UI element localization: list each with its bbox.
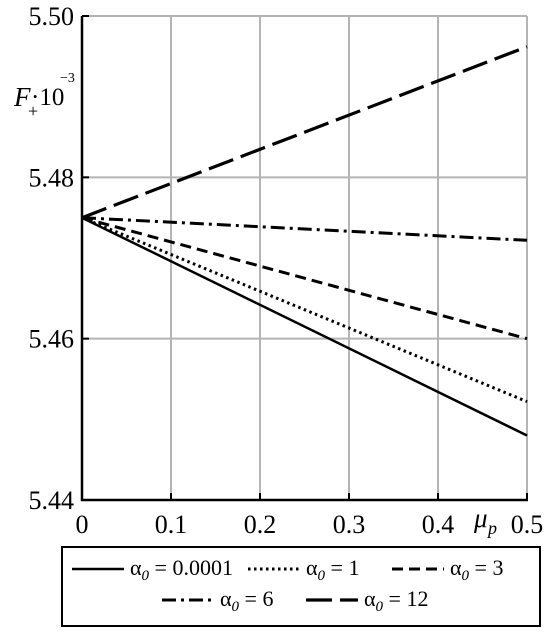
x-tick-label: 0.3: [333, 510, 366, 539]
legend-label: α0 = 12: [364, 586, 428, 615]
axes: [80, 15, 528, 502]
legend-label: α0 = 1: [306, 555, 359, 584]
series-line-3: [81, 216, 528, 341]
legend-label: α0 = 0.0001: [130, 555, 233, 584]
grid: [82, 15, 528, 500]
x-tick-label: 0.1: [155, 510, 188, 539]
y-tick-label: 5.50: [29, 2, 75, 31]
x-axis-label: μ: [473, 503, 488, 533]
series-line-2: [81, 216, 528, 403]
y-tick-label: 5.46: [29, 325, 75, 354]
legend-item-4: α0 = 6: [162, 586, 273, 615]
y-axis-label-multiplier: ·10: [31, 84, 64, 111]
series-line-4: [81, 216, 528, 242]
legend-box: [61, 546, 541, 627]
series-line-1: [81, 216, 528, 437]
series-line-5: [81, 45, 528, 220]
legend-label: α0 = 6: [220, 586, 273, 615]
legend-item-2: α0 = 1: [248, 555, 359, 584]
series-lines: [81, 45, 528, 437]
legend: α0 = 0.0001 α0 = 1 α0 = 3 α0 = 6 α0 = 12: [61, 546, 541, 627]
y-tick-label: 5.48: [29, 163, 75, 192]
legend-item-3: α0 = 3: [392, 555, 503, 584]
tick-labels: 5.44 5.46 5.48 5.50 0 0.1 0.2 0.3 0.4 0.5: [29, 2, 544, 539]
y-axis-label-main: F: [13, 82, 31, 112]
x-tick-label: 0.4: [422, 510, 455, 539]
x-tick-label: 0: [76, 510, 89, 539]
x-tick-label: 0.2: [244, 510, 277, 539]
y-axis-label-exponent: −3: [60, 71, 75, 86]
x-axis-label-sub: p: [486, 518, 497, 538]
y-axis-label-sub: +: [28, 101, 38, 121]
x-tick-label: 0.5: [511, 510, 544, 539]
legend-label: α0 = 3: [450, 555, 503, 584]
y-axis-label: F: [13, 82, 31, 112]
y-tick-label: 5.44: [29, 486, 75, 515]
legend-item-1: α0 = 0.0001: [72, 555, 233, 584]
legend-item-5: α0 = 12: [306, 586, 428, 615]
